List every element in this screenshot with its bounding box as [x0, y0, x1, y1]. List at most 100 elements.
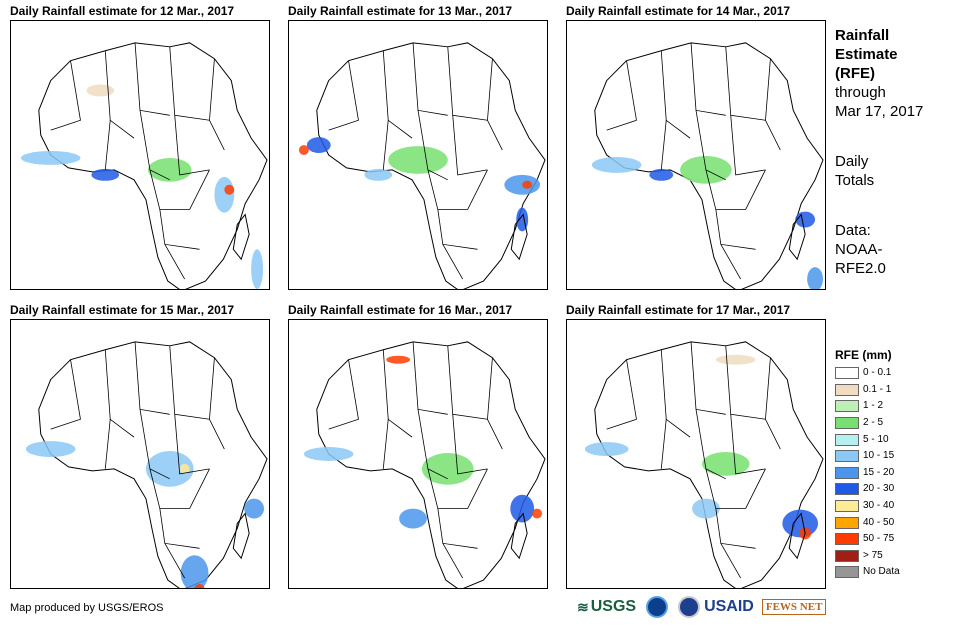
country-border [382, 50, 413, 139]
sidebar-date: Mar 17, 2017 [835, 103, 924, 120]
map-panel-mar-12: Daily Rainfall estimate for 12 Mar., 201… [10, 3, 270, 290]
legend-swatch [835, 566, 859, 579]
legend-row: 5 - 10 [835, 431, 960, 448]
rain-area [516, 207, 529, 232]
rain-area [522, 180, 533, 189]
country-border [452, 115, 488, 176]
country-border [720, 543, 741, 579]
country-border [328, 60, 359, 131]
sidebar-title-line: (RFE) [835, 65, 875, 82]
country-border [164, 244, 185, 280]
rainfall-map [10, 319, 270, 589]
rain-area [86, 84, 115, 97]
legend-label: 0 - 0.1 [863, 367, 892, 379]
country-border [50, 359, 81, 430]
sidebar-daily-line: Daily [835, 153, 869, 170]
rain-area [504, 174, 541, 195]
country-border [730, 414, 766, 475]
rain-area [20, 151, 81, 165]
legend-row: 0 - 0.1 [835, 365, 960, 382]
rfe-legend: RFE (mm) 0 - 0.1 0.1 - 1 1 - 2 2 - 5 5 - 10 1… [835, 347, 960, 581]
country-border [382, 349, 413, 438]
country-border [159, 508, 200, 549]
country-border [164, 543, 185, 579]
africa-rainfall-svg [20, 42, 268, 289]
rain-area [701, 452, 750, 476]
legend-label: 1 - 2 [863, 400, 884, 412]
legend-swatch [835, 466, 859, 479]
map-panel-mar-15: Daily Rainfall estimate for 15 Mar., 201… [10, 302, 270, 589]
legend-swatch [835, 383, 859, 396]
panel-title: Daily Rainfall estimate for 14 Mar., 201… [566, 4, 791, 18]
legend-label: 20 - 30 [863, 483, 895, 495]
country-border [174, 115, 210, 176]
africa-rainfall-svg [303, 341, 546, 588]
legend-row: 40 - 50 [835, 514, 960, 531]
rain-area [692, 498, 720, 519]
rain-area [532, 508, 543, 519]
legend-label: 0.1 - 1 [863, 383, 892, 395]
legend-label: 2 - 5 [863, 417, 884, 429]
sidebar-title-line: Estimate [835, 46, 898, 63]
country-border [720, 244, 741, 280]
map-panel-mar-14: Daily Rainfall estimate for 14 Mar., 201… [566, 3, 826, 290]
panel-title: Daily Rainfall estimate for 16 Mar., 201… [288, 303, 513, 317]
country-border [442, 543, 463, 579]
legend-title: RFE (mm) [835, 348, 892, 362]
rain-area [224, 184, 235, 195]
country-border [660, 120, 667, 170]
country-border [174, 414, 210, 475]
legend-swatch [835, 450, 859, 463]
country-border [209, 58, 225, 151]
madagascar-outline [788, 512, 806, 560]
country-border [660, 50, 691, 139]
map-panel-mar-16: Daily Rainfall estimate for 16 Mar., 201… [288, 302, 548, 589]
legend-swatch [835, 533, 859, 546]
country-border [715, 209, 756, 250]
country-border [745, 169, 766, 210]
legend-label: 50 - 75 [863, 533, 895, 545]
legend-row: 15 - 20 [835, 465, 960, 482]
country-border [467, 468, 488, 509]
noaa-logo-icon [646, 596, 669, 618]
country-border [765, 357, 781, 450]
map-info-sidebar: Rainfall Estimate (RFE) through Mar 17, … [835, 26, 960, 278]
usgs-logo-text: USGS [590, 598, 637, 615]
sidebar-daily-line: Totals [835, 172, 875, 189]
legend-label: 10 - 15 [863, 450, 895, 462]
rain-area [386, 355, 411, 364]
country-border [189, 468, 210, 509]
legend-swatch [835, 549, 859, 562]
rainfall-map [566, 20, 826, 290]
country-border [660, 349, 691, 438]
country-border [209, 357, 225, 450]
africa-rainfall-svg [584, 341, 824, 588]
country-border [660, 419, 667, 469]
country-border [189, 169, 210, 210]
legend-swatch [835, 433, 859, 446]
panel-title: Daily Rainfall estimate for 12 Mar., 201… [10, 4, 235, 18]
rain-area [795, 211, 816, 228]
panel-title: Daily Rainfall estimate for 13 Mar., 201… [288, 4, 513, 18]
rain-area [180, 555, 209, 588]
rain-area [388, 146, 448, 174]
madagascar-outline [510, 512, 528, 560]
rainfall-map [10, 20, 270, 290]
sidebar-through: through [835, 84, 886, 101]
rain-area [214, 176, 235, 213]
legend-row: 30 - 40 [835, 498, 960, 515]
panel-title: Daily Rainfall estimate for 17 Mar., 201… [566, 303, 791, 317]
country-border [328, 359, 359, 430]
rain-area [25, 441, 76, 457]
country-border [382, 120, 389, 170]
africa-rainfall-svg [591, 42, 824, 289]
madagascar-outline [232, 512, 250, 560]
country-border [745, 468, 766, 509]
madagascar-outline [788, 213, 806, 261]
legend-swatch [835, 516, 859, 529]
country-border [417, 110, 448, 181]
map-panel-mar-13: Daily Rainfall estimate for 13 Mar., 201… [288, 3, 548, 290]
usgs-logo: ≋ USGS [577, 598, 636, 616]
legend-swatch [835, 500, 859, 513]
rain-area [145, 451, 194, 487]
